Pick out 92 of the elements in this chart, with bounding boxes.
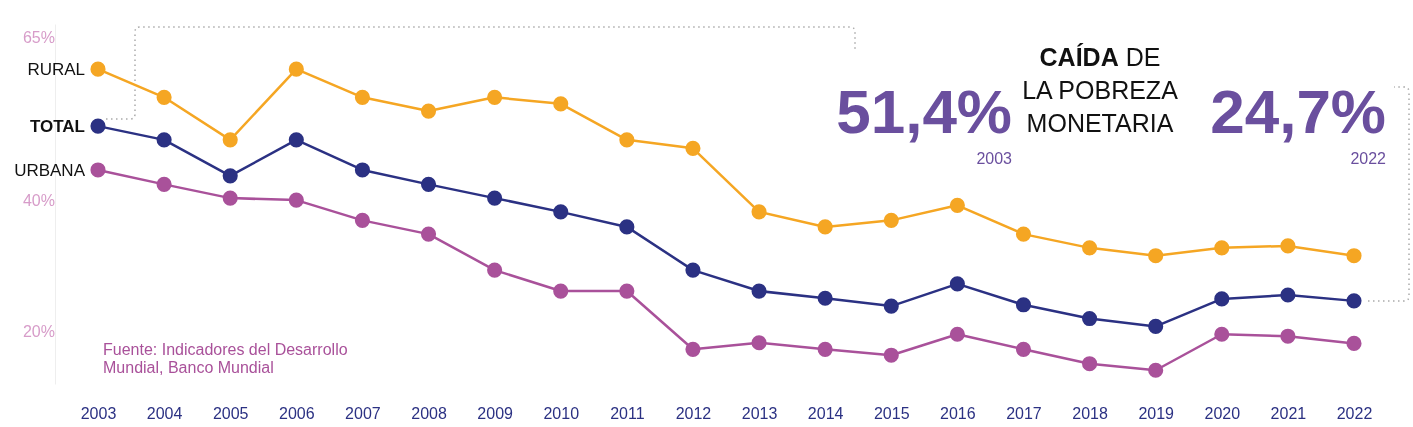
point bbox=[420, 176, 437, 192]
point bbox=[288, 192, 304, 208]
point bbox=[619, 283, 635, 299]
point bbox=[222, 190, 238, 206]
point bbox=[354, 162, 370, 178]
point bbox=[685, 140, 701, 156]
point bbox=[1346, 335, 1362, 351]
x-tick-label: 2014 bbox=[807, 405, 844, 423]
series-label: TOTAL bbox=[29, 117, 85, 137]
point bbox=[156, 89, 172, 105]
point bbox=[487, 89, 503, 105]
point bbox=[1148, 362, 1164, 378]
point bbox=[420, 226, 437, 242]
x-tick-label: 2010 bbox=[543, 405, 580, 423]
x-tick-label: 2008 bbox=[411, 405, 447, 423]
point bbox=[1015, 297, 1032, 313]
x-tick-label: 2019 bbox=[1138, 405, 1175, 423]
point bbox=[354, 212, 370, 228]
y-tick-label: 20% bbox=[22, 323, 55, 341]
point bbox=[1214, 326, 1230, 342]
point bbox=[1148, 248, 1164, 264]
series-label: URBANA bbox=[14, 160, 86, 180]
point bbox=[1346, 248, 1362, 264]
point bbox=[354, 89, 370, 105]
point bbox=[949, 197, 965, 213]
point bbox=[1346, 293, 1362, 309]
point bbox=[1214, 240, 1230, 256]
point bbox=[1015, 226, 1032, 242]
x-tick-label: 2022 bbox=[1336, 405, 1373, 423]
point bbox=[1082, 240, 1098, 256]
point bbox=[288, 132, 304, 148]
annotation: Fuente: Indicadores del Desarrollo Mundial, Banco Mundial bbox=[103, 341, 348, 376]
x-tick-label: 2009 bbox=[477, 405, 514, 423]
point bbox=[553, 283, 569, 299]
point bbox=[487, 190, 503, 206]
point bbox=[222, 132, 238, 148]
x-tick-label: 2007 bbox=[345, 405, 381, 423]
point bbox=[1015, 341, 1032, 357]
point bbox=[619, 132, 635, 148]
point bbox=[1280, 238, 1296, 254]
x-tick-label: 2020 bbox=[1204, 405, 1241, 423]
point bbox=[90, 118, 106, 134]
point bbox=[685, 341, 701, 357]
x-tick-label: 2013 bbox=[741, 405, 778, 423]
point bbox=[1214, 291, 1230, 307]
point bbox=[90, 162, 106, 178]
x-tick-label: 2015 bbox=[873, 405, 910, 423]
point bbox=[1280, 328, 1296, 344]
point bbox=[949, 326, 965, 342]
point bbox=[619, 219, 635, 235]
point bbox=[685, 262, 701, 278]
x-tick-label: 2017 bbox=[1006, 405, 1042, 423]
point bbox=[1082, 356, 1098, 372]
annotation: 2022 bbox=[1350, 150, 1387, 167]
annotation: 2003 bbox=[976, 150, 1013, 167]
point bbox=[751, 335, 767, 351]
x-tick-label: 2016 bbox=[940, 405, 976, 423]
point bbox=[883, 347, 899, 363]
point bbox=[1148, 318, 1164, 334]
x-tick-label: 2005 bbox=[212, 405, 249, 423]
point bbox=[817, 290, 833, 306]
x-tick-label: 2011 bbox=[610, 405, 645, 423]
y-tick-label: 40% bbox=[22, 192, 55, 210]
series-label: RURAL bbox=[27, 60, 85, 80]
point bbox=[553, 204, 569, 220]
annotation: 51,4% bbox=[836, 77, 1012, 146]
point bbox=[553, 96, 569, 112]
x-tick-label: 2004 bbox=[146, 405, 183, 423]
point bbox=[420, 103, 437, 119]
x-tick-label: 2021 bbox=[1270, 405, 1307, 423]
point bbox=[1082, 310, 1098, 327]
x-tick-label: 2018 bbox=[1072, 405, 1108, 423]
x-tick-label: 2003 bbox=[80, 405, 117, 423]
point bbox=[949, 276, 965, 292]
point bbox=[883, 212, 899, 228]
point bbox=[90, 61, 106, 77]
text: CAÍDA DE LA POBREZA MONETARIA bbox=[1022, 43, 1179, 137]
point bbox=[156, 132, 172, 148]
point bbox=[883, 298, 899, 314]
annotation: 24,7% bbox=[1210, 77, 1386, 146]
point bbox=[156, 176, 172, 192]
point bbox=[222, 168, 238, 184]
point bbox=[817, 219, 833, 235]
point bbox=[288, 61, 304, 77]
x-tick-label: 2006 bbox=[279, 405, 315, 423]
point bbox=[751, 283, 767, 299]
point bbox=[1280, 287, 1296, 303]
point bbox=[487, 262, 503, 278]
y-tick-label: 65% bbox=[22, 28, 55, 46]
point bbox=[751, 204, 767, 220]
point bbox=[817, 341, 833, 357]
x-tick-label: 2012 bbox=[675, 405, 712, 423]
